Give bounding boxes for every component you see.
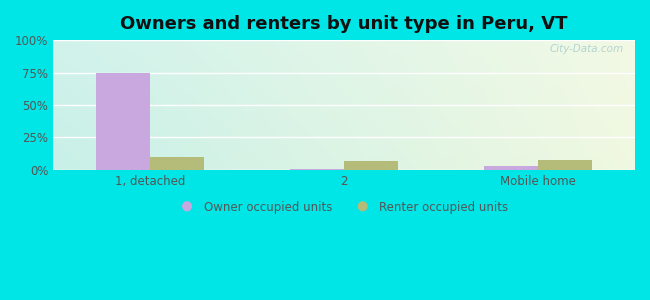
Title: Owners and renters by unit type in Peru, VT: Owners and renters by unit type in Peru,… (120, 15, 568, 33)
Bar (344, 161, 398, 170)
Bar (290, 169, 344, 170)
Text: City-Data.com: City-Data.com (549, 44, 623, 54)
Bar (96, 73, 150, 170)
Bar (538, 160, 592, 170)
Bar (150, 157, 205, 170)
Legend: Owner occupied units, Renter occupied units: Owner occupied units, Renter occupied un… (176, 196, 513, 218)
Bar (484, 166, 538, 170)
